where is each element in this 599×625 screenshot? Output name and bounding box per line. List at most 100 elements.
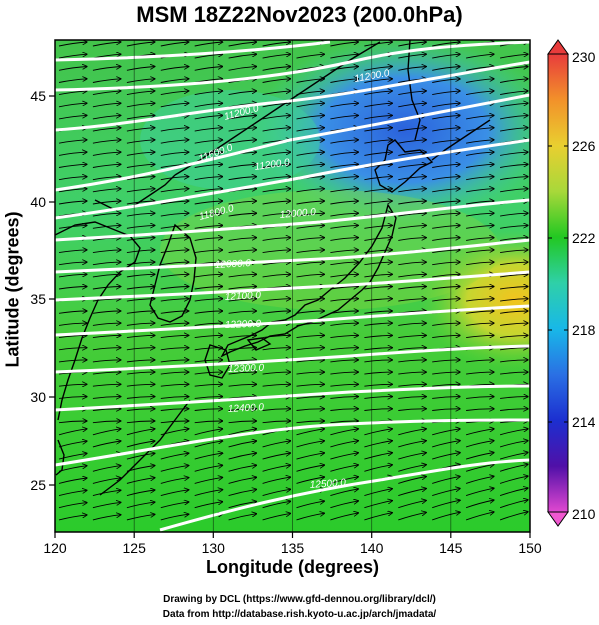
streamline-arrow <box>262 189 291 193</box>
streamline-arrow <box>92 128 121 132</box>
streamline-arrow <box>126 91 155 96</box>
streamline-arrow <box>296 262 325 266</box>
contour-label: 12300.0 <box>228 363 265 375</box>
streamline-arrow <box>330 152 358 156</box>
streamline-arrow <box>160 323 189 325</box>
streamline-arrow <box>92 299 121 302</box>
streamline-arrow <box>330 348 358 350</box>
streamline-arrow <box>92 213 121 217</box>
streamline-arrow <box>160 79 189 83</box>
y-tick-label: 40 <box>30 194 46 210</box>
streamline-arrow <box>364 384 392 386</box>
contour-line <box>55 60 530 132</box>
streamline-arrow <box>262 213 291 217</box>
streamline-arrow <box>296 152 325 156</box>
x-tick-label: 140 <box>360 540 384 556</box>
streamline-arrow <box>296 360 325 362</box>
streamline-arrow <box>432 262 460 266</box>
streamline-arrow <box>126 238 155 241</box>
streamline-arrow <box>160 152 189 156</box>
streamline-arrow <box>432 384 460 386</box>
streamline-arrow <box>465 429 494 436</box>
streamline-arrow <box>500 274 528 278</box>
streamline-arrow <box>296 513 325 521</box>
streamline-arrow <box>296 238 325 241</box>
streamline-arrow <box>296 453 325 460</box>
streamline-arrow <box>228 429 257 436</box>
streamline-arrow <box>126 360 155 362</box>
streamline-arrow <box>126 152 155 156</box>
streamline-arrow <box>364 360 392 362</box>
streamline-arrow <box>500 103 528 108</box>
streamline-arrow <box>58 140 87 144</box>
streamline-arrow <box>126 490 155 497</box>
streamline-arrow <box>296 384 325 386</box>
streamline-arrow <box>466 299 494 302</box>
contour-label: 12000.0 <box>279 207 316 221</box>
streamline-arrow <box>465 464 494 472</box>
streamline-arrow <box>126 478 155 484</box>
streamline-arrow <box>500 164 528 168</box>
streamline-arrow <box>466 79 494 83</box>
streamline-arrow <box>160 478 189 484</box>
colorbar-label: 222 <box>572 230 596 246</box>
colorbar-bottom-triangle <box>547 511 569 527</box>
streamline-arrow <box>466 140 494 144</box>
streamline-arrow <box>262 201 291 205</box>
streamline-arrow <box>364 238 392 241</box>
streamline-arrow <box>92 409 121 411</box>
streamline-arrow <box>398 103 426 108</box>
streamline-arrow <box>398 360 426 362</box>
streamline-arrow <box>92 189 121 193</box>
streamline-arrow <box>160 262 189 266</box>
streamline-arrow <box>500 54 528 59</box>
streamline-arrow <box>228 201 257 205</box>
streamline-arrow <box>126 164 155 168</box>
streamline-arrow <box>194 128 223 132</box>
streamline-arrow <box>330 477 358 484</box>
contour-line <box>55 384 530 412</box>
streamline-arrow <box>126 384 155 386</box>
streamline-arrow <box>228 91 257 96</box>
streamline-arrow <box>228 54 257 59</box>
streamline-arrow <box>58 274 87 278</box>
streamline-arrow <box>228 250 257 254</box>
streamline-arrow <box>92 311 121 314</box>
streamline-arrow <box>92 429 121 436</box>
streamline-arrow <box>364 513 392 521</box>
streamline-arrow <box>126 514 155 521</box>
streamline-arrow <box>466 397 494 399</box>
contour-label: 12500.0 <box>309 477 346 491</box>
streamline-arrow <box>160 250 189 254</box>
streamline-arrow <box>364 79 392 83</box>
streamline-arrow <box>194 213 223 217</box>
streamline-arrow <box>92 372 121 374</box>
contour-line <box>55 270 530 302</box>
streamline-arrow <box>58 164 87 168</box>
streamline-arrow <box>92 335 121 337</box>
streamline-arrow <box>466 225 494 229</box>
streamline-arrow <box>432 67 460 71</box>
streamline-arrow <box>330 465 358 472</box>
streamline-arrow <box>58 478 87 484</box>
streamline-arrow <box>194 103 223 108</box>
streamline-arrow <box>398 262 426 266</box>
streamline-arrow <box>92 348 121 350</box>
streamline-arrow <box>398 453 426 460</box>
streamline-arrow <box>126 140 155 144</box>
streamline-arrow <box>160 42 189 47</box>
contour-line <box>159 458 530 532</box>
streamline-arrow <box>296 335 325 337</box>
streamline-arrow <box>499 488 528 497</box>
streamline-arrow <box>194 177 223 181</box>
streamline-arrow <box>398 42 426 47</box>
streamline-arrow <box>466 311 494 314</box>
streamline-arrow <box>58 103 87 108</box>
streamline-arrow <box>92 140 121 144</box>
streamline-arrow <box>466 372 494 374</box>
streamline-arrow <box>465 488 494 497</box>
contour-line <box>55 93 530 192</box>
x-tick-label: 135 <box>281 540 305 556</box>
streamline-arrow <box>160 490 189 497</box>
